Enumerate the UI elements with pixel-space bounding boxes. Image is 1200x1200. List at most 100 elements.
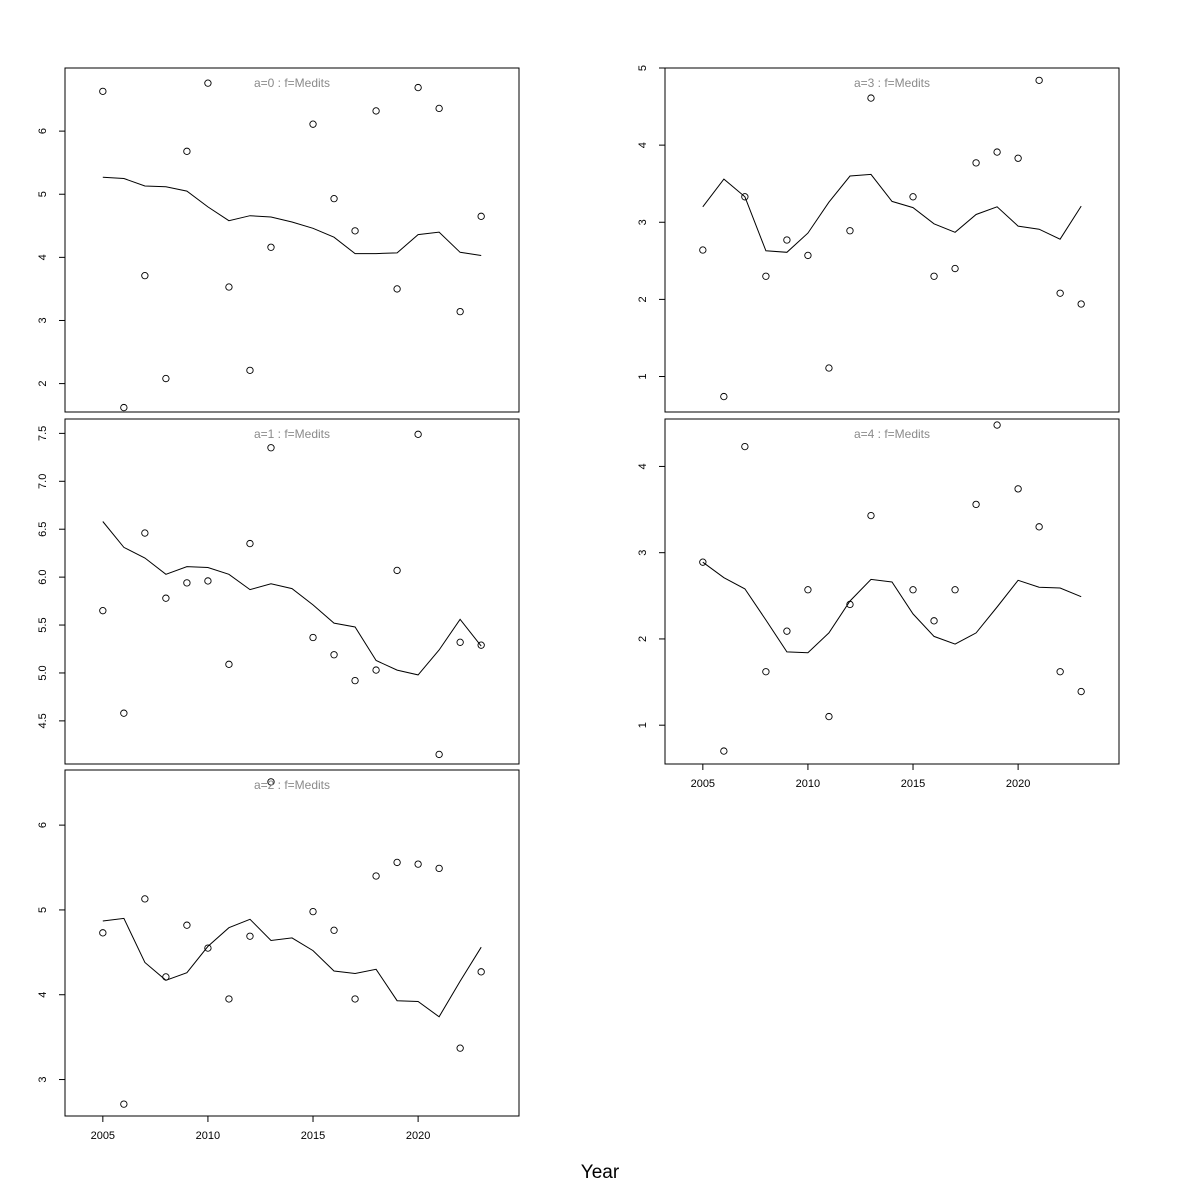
data-point: [867, 511, 875, 520]
data-point: [351, 676, 359, 685]
data-point: [1035, 76, 1043, 84]
panels: 2 3 4 5 6 a=0 : f=Medits 4.5 5.0 5.5 6.0 6.5 7.0 7.5…: [37, 65, 1120, 1142]
y-tick-label: 2: [637, 296, 649, 302]
data-point: [162, 594, 170, 602]
panel-title: a=4 : f=Medits: [854, 427, 930, 441]
panel-2: 3 4 5 6 2005 2010 2015 2020 a=2 : f=Medits: [37, 769, 520, 1142]
data-point: [372, 666, 380, 674]
data-point: [246, 539, 254, 548]
data-point: [930, 617, 938, 625]
x-tick-label: 2015: [901, 778, 925, 790]
y-tick-label: 3: [37, 317, 49, 323]
data-point: [993, 148, 1001, 156]
y-tick-label: 5: [637, 65, 649, 71]
data-point: [393, 285, 401, 293]
panel-title: a=0 : f=Medits: [254, 76, 330, 90]
data-point: [225, 995, 233, 1003]
data-point: [825, 712, 833, 721]
panel-0: 2 3 4 5 6 a=0 : f=Medits: [37, 67, 520, 413]
data-point: [267, 243, 275, 251]
data-point: [762, 668, 770, 676]
data-point: [393, 566, 401, 575]
data-point: [183, 921, 191, 929]
data-point: [267, 778, 275, 786]
fit-line: [102, 521, 482, 676]
data-point: [99, 929, 107, 937]
data-point: [825, 364, 833, 372]
data-point: [330, 651, 338, 659]
data-point: [699, 246, 707, 254]
data-point: [204, 79, 212, 87]
data-point: [456, 1044, 464, 1052]
data-point: [99, 87, 107, 96]
data-point: [183, 147, 191, 155]
data-point: [435, 750, 443, 759]
panel-frame: [664, 418, 1120, 765]
fit-line: [102, 917, 482, 1018]
y-tick-label: 2: [37, 381, 49, 387]
panel-4: 1 2 3 4 2005 2010 2015 2020 a=4 : f=Medits: [637, 418, 1120, 790]
data-point: [162, 374, 170, 383]
data-point: [393, 858, 401, 867]
y-tick-label: 5.5: [37, 617, 49, 632]
data-point: [99, 607, 107, 615]
data-point: [351, 227, 359, 235]
fit-line: [702, 561, 1082, 654]
data-point: [477, 641, 485, 649]
data-point: [909, 193, 917, 201]
data-point: [456, 638, 464, 646]
data-point: [804, 251, 812, 260]
data-point: [120, 403, 128, 412]
y-tick-label: 6.0: [37, 569, 49, 584]
data-point: [1077, 687, 1085, 696]
data-point: [204, 944, 212, 952]
data-point: [372, 107, 380, 115]
data-point: [804, 586, 812, 594]
data-point: [330, 195, 338, 203]
data-point: [1056, 668, 1064, 676]
data-point: [951, 586, 959, 594]
y-tick-label: 5: [37, 191, 49, 197]
y-tick-label: 5: [37, 907, 49, 913]
fit-line: [702, 173, 1082, 253]
data-point: [1035, 523, 1043, 531]
panel-title: a=3 : f=Medits: [854, 76, 930, 90]
data-point: [225, 283, 233, 291]
y-tick-label: 6.5: [37, 522, 49, 537]
x-tick-label: 2010: [796, 778, 820, 790]
data-point: [330, 926, 338, 934]
data-point: [762, 272, 770, 280]
y-tick-label: 7.5: [37, 426, 49, 441]
data-point: [846, 600, 854, 609]
y-tick-label: 4: [37, 254, 49, 260]
y-tick-label: 4.5: [37, 713, 49, 728]
x-tick-label: 2015: [301, 1130, 325, 1142]
data-point: [309, 907, 317, 916]
figure-xlabel: Year: [581, 1162, 620, 1183]
y-tick-label: 4: [637, 142, 649, 148]
data-point: [120, 709, 128, 717]
y-tick-label: 3: [637, 550, 649, 556]
data-point: [435, 864, 443, 873]
y-tick-label: 4: [37, 992, 49, 998]
data-point: [351, 995, 359, 1003]
data-point: [435, 104, 443, 113]
data-point: [141, 529, 149, 537]
panel-1: 4.5 5.0 5.5 6.0 6.5 7.0 7.5 a=1 : f=Medits: [37, 418, 520, 765]
data-point: [741, 442, 749, 451]
data-point: [477, 968, 485, 976]
data-point: [246, 366, 254, 374]
data-point: [720, 747, 728, 755]
data-point: [267, 444, 275, 452]
y-tick-label: 4: [637, 463, 649, 469]
y-tick-label: 1: [637, 373, 649, 379]
data-point: [309, 633, 317, 642]
data-point: [372, 872, 380, 880]
data-point: [414, 860, 422, 868]
y-tick-label: 5.0: [37, 665, 49, 680]
data-point: [414, 83, 422, 92]
y-tick-label: 3: [637, 219, 649, 225]
data-point: [141, 895, 149, 903]
y-tick-label: 3: [37, 1076, 49, 1082]
